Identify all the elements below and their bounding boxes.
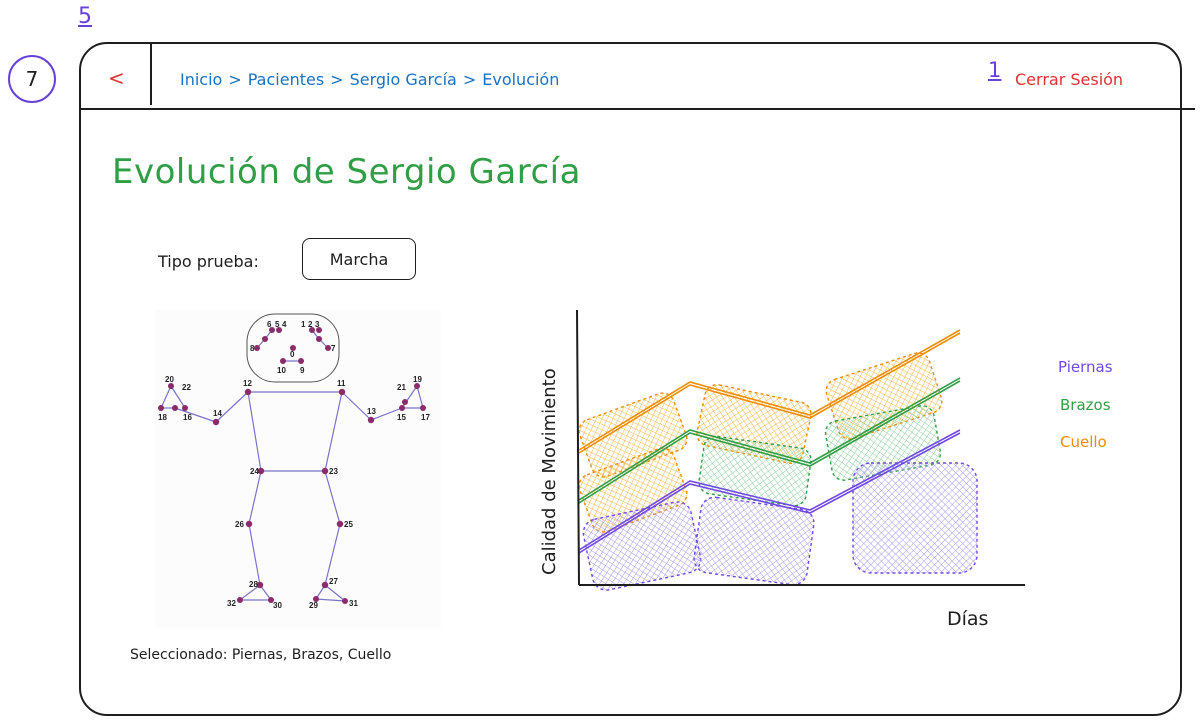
series-line-cuello [578, 332, 961, 454]
point-label: 2 [308, 320, 313, 329]
point-label: 31 [349, 599, 358, 608]
point-label: 10 [277, 366, 286, 375]
legend-cuello: Cuello [1060, 433, 1107, 451]
point-label: 14 [213, 409, 222, 418]
skeleton-diagram: 0 1 2 3 4 5 6 7 8 9 10 11 12 13 14 15 16… [158, 313, 430, 610]
screen-frame [79, 42, 1182, 716]
test-type-value: Marcha [329, 249, 389, 269]
brazos-zones [698, 405, 942, 507]
series-line-brazos [578, 380, 961, 504]
breadcrumb-patient[interactable]: Sergio García [349, 70, 457, 89]
series-line-cuello [578, 329, 961, 451]
point-label: 26 [235, 520, 244, 529]
point-label: 25 [344, 520, 353, 529]
point-label: 24 [250, 467, 259, 476]
point-label: 28 [249, 580, 258, 589]
point-label: 4 [282, 320, 287, 329]
logout-button[interactable]: Cerrar Sesión [1015, 70, 1124, 89]
breadcrumb-inicio[interactable]: Inicio [180, 70, 223, 89]
point-label: 18 [158, 413, 167, 422]
page-title: Evolución de Sergio García [112, 152, 581, 192]
breadcrumb-separator: > [462, 70, 477, 89]
body-skeleton-selector[interactable]: 0 1 2 3 4 5 6 7 8 9 10 11 12 13 14 15 16… [155, 310, 441, 628]
breadcrumb: Inicio > Pacientes > Sergio García > Evo… [180, 70, 559, 89]
y-axis-title: Calidad de Movimiento [539, 368, 560, 575]
point-label: 11 [337, 379, 346, 388]
header-divider [80, 108, 1195, 110]
legend-brazos: Brazos [1060, 396, 1111, 414]
piernas-zones [582, 462, 978, 591]
x-axis-title: Días [947, 608, 988, 630]
point-label: 8 [250, 344, 255, 353]
annotation-circle-number: 7 [25, 67, 39, 91]
point-label: 13 [367, 407, 376, 416]
selected-summary: Seleccionado: Piernas, Brazos, Cuello [130, 647, 392, 663]
test-type-label: Tipo prueba: [158, 252, 259, 271]
point-label: 17 [421, 413, 430, 422]
point-label: 7 [331, 344, 336, 353]
y-axis [576, 309, 580, 586]
point-label: 9 [300, 366, 305, 375]
point-label: 23 [329, 467, 338, 476]
breadcrumb-evolucion: Evolución [482, 70, 560, 89]
point-label: 5 [275, 320, 280, 329]
point-label: 15 [397, 413, 406, 422]
back-divider [150, 43, 152, 105]
point-label: 27 [329, 577, 338, 586]
point-label: 21 [397, 383, 406, 392]
annotation-circle: 7 [8, 55, 56, 103]
series-line-piernas [578, 429, 961, 551]
annotation-number: 1 [988, 58, 1002, 82]
point-label: 1 [301, 320, 306, 329]
point-label: 12 [243, 379, 252, 388]
breadcrumb-separator: > [228, 70, 242, 89]
point-label: 32 [227, 599, 236, 608]
evolution-chart: Calidad de Movimiento Días [535, 285, 1035, 630]
point-label: 20 [165, 375, 174, 384]
breadcrumb-pacientes[interactable]: Pacientes [247, 70, 325, 89]
legend-piernas: Piernas [1058, 358, 1113, 376]
point-label: 0 [290, 350, 295, 359]
series-line-piernas [578, 432, 961, 554]
point-label: 16 [183, 413, 192, 422]
annotation-number: 5 [78, 4, 92, 29]
breadcrumb-separator: > [330, 70, 344, 89]
point-label: 29 [309, 601, 318, 610]
point-label: 3 [315, 320, 320, 329]
back-button[interactable]: < [108, 66, 125, 90]
series-line-brazos [578, 377, 961, 501]
point-label: 19 [413, 375, 422, 384]
test-type-select[interactable]: Marcha [302, 238, 416, 280]
point-label: 22 [182, 383, 191, 392]
point-label: 30 [273, 601, 282, 610]
point-label: 6 [267, 320, 272, 329]
